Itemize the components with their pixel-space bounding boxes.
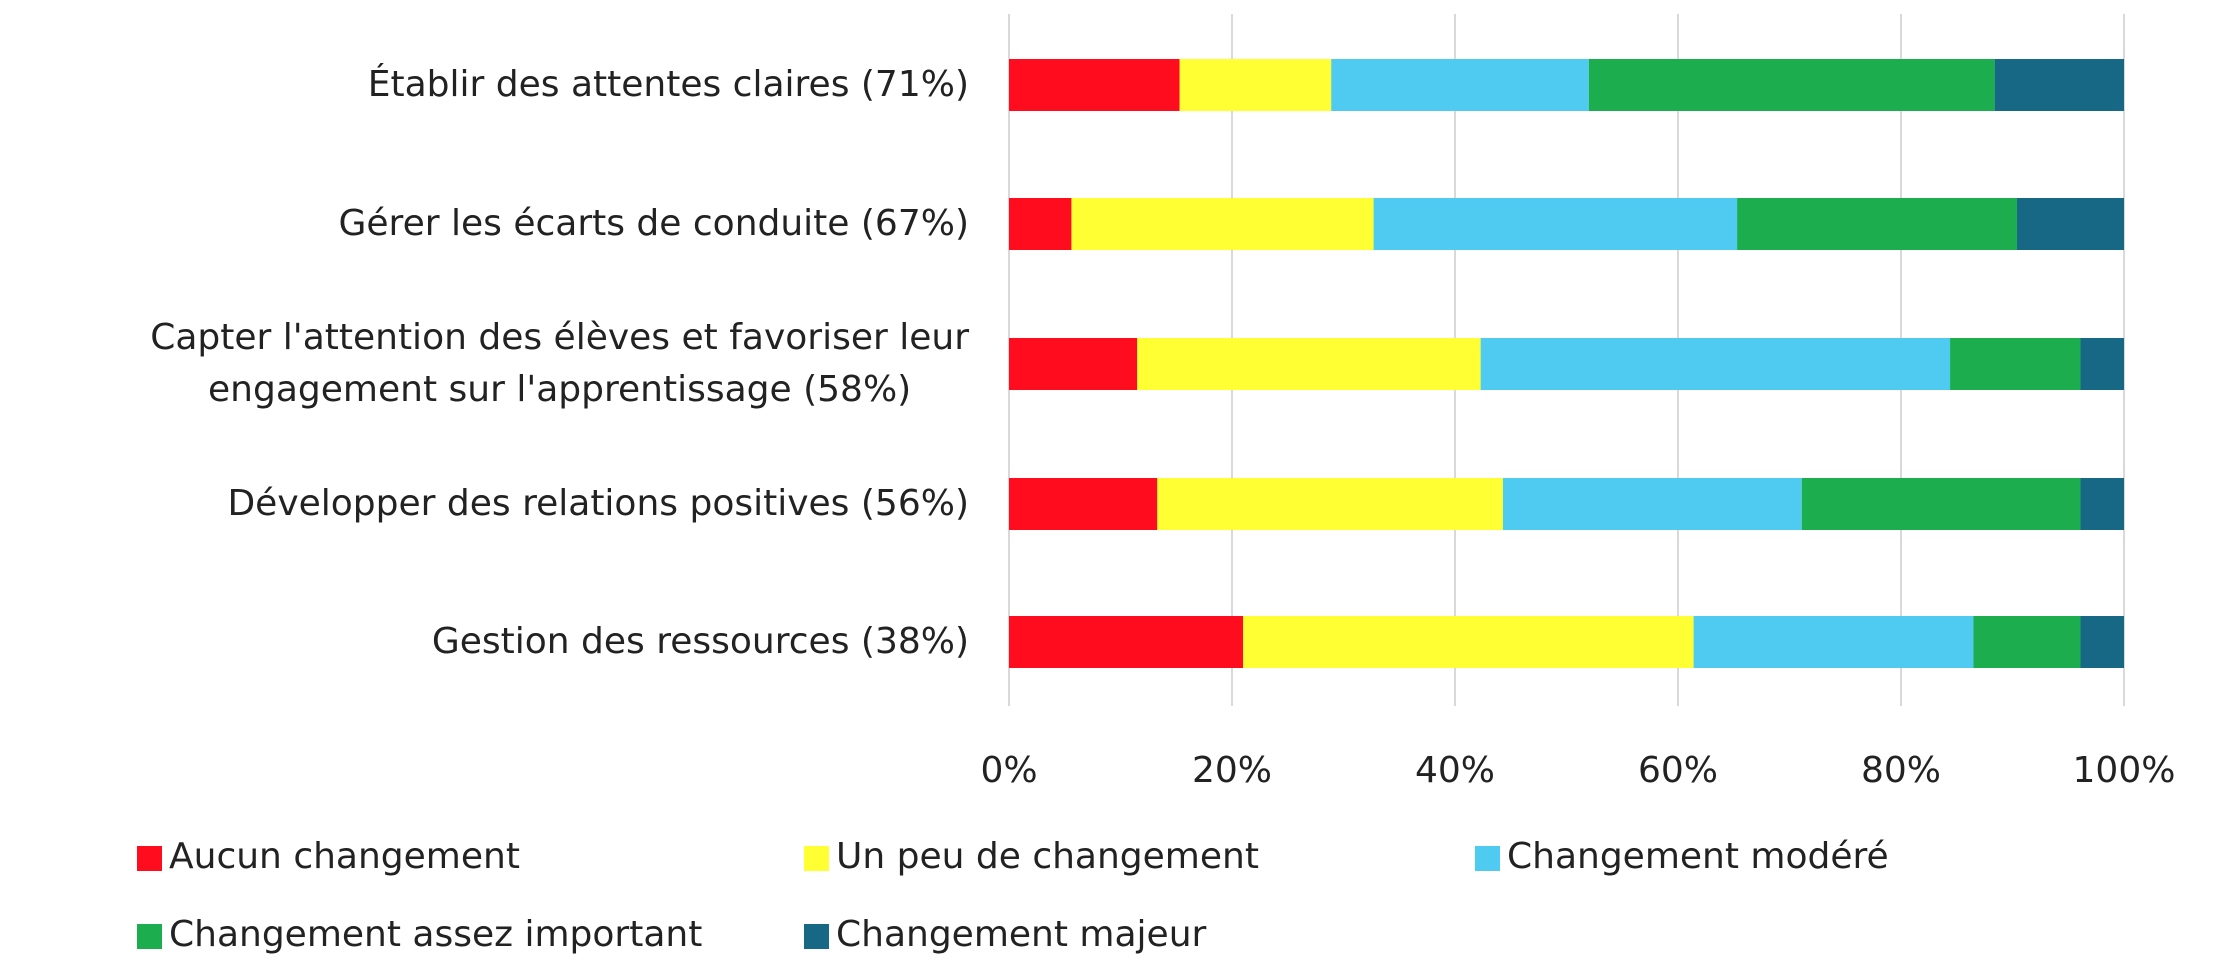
x-tick-label: 100%	[2073, 750, 2176, 791]
x-tick-label: 40%	[1415, 750, 1495, 791]
bar-segment	[1373, 198, 1738, 250]
category-text: Gérer les écarts de conduite (67%)	[338, 203, 969, 244]
category-label: Gestion des ressources (38%)	[432, 616, 969, 668]
x-tick-label: 0%	[980, 750, 1037, 791]
legend-label: Un peu de changement	[836, 836, 1259, 877]
legend-label: Changement majeur	[836, 914, 1207, 955]
bar-segment	[1737, 198, 2017, 250]
legend-label: Changement modéré	[1507, 836, 1889, 877]
bar-segment	[1009, 198, 1072, 250]
bar-segment	[1950, 338, 2081, 390]
category-text: Gestion des ressources (38%)	[431, 621, 969, 662]
legend-label: Changement assez important	[169, 914, 702, 955]
bar-segment	[1009, 478, 1158, 530]
bar-segment	[1994, 59, 2124, 111]
bar-segment	[1179, 59, 1332, 111]
bar-segment	[1331, 59, 1589, 111]
bar-segment	[1009, 59, 1180, 111]
bar-segment	[1973, 616, 2081, 668]
category-label: Établir des attentes claires (71%)	[368, 59, 969, 111]
bar-segment	[1243, 616, 1694, 668]
bar-segment	[1137, 338, 1481, 390]
legend-swatch	[137, 924, 162, 949]
bar-segment	[1157, 478, 1503, 530]
bar-segment	[1801, 478, 2081, 530]
legend-swatch	[1475, 846, 1500, 871]
legend-swatch	[804, 846, 829, 871]
bar-segment	[2080, 338, 2124, 390]
bar-segment	[2080, 616, 2124, 668]
bar-segment	[1009, 616, 1244, 668]
category-label: Développer des relations positives (56%)	[227, 478, 969, 530]
bar-segment	[1071, 198, 1374, 250]
bar-segment	[1693, 616, 1974, 668]
x-tick-label: 20%	[1192, 750, 1272, 791]
category-text: Établir des attentes claires (71%)	[367, 64, 969, 105]
bar-segment	[1009, 338, 1138, 390]
category-text: Capter l'attention des élèves et favoris…	[150, 317, 969, 410]
category-label: Gérer les écarts de conduite (67%)	[339, 198, 969, 250]
legend-swatch	[137, 846, 162, 871]
x-tick-label: 60%	[1638, 750, 1718, 791]
bar-segment	[1480, 338, 1951, 390]
legend-swatch	[804, 924, 829, 949]
category-text: Développer des relations positives (56%)	[227, 483, 969, 524]
bar-segment	[2016, 198, 2124, 250]
legend-label: Aucun changement	[169, 836, 520, 877]
bar-segment	[2080, 478, 2124, 530]
bar-segment	[1588, 59, 1995, 111]
x-tick-label: 80%	[1861, 750, 1941, 791]
bar-segment	[1502, 478, 1802, 530]
category-label: Capter l'attention des élèves et favoris…	[150, 312, 969, 416]
